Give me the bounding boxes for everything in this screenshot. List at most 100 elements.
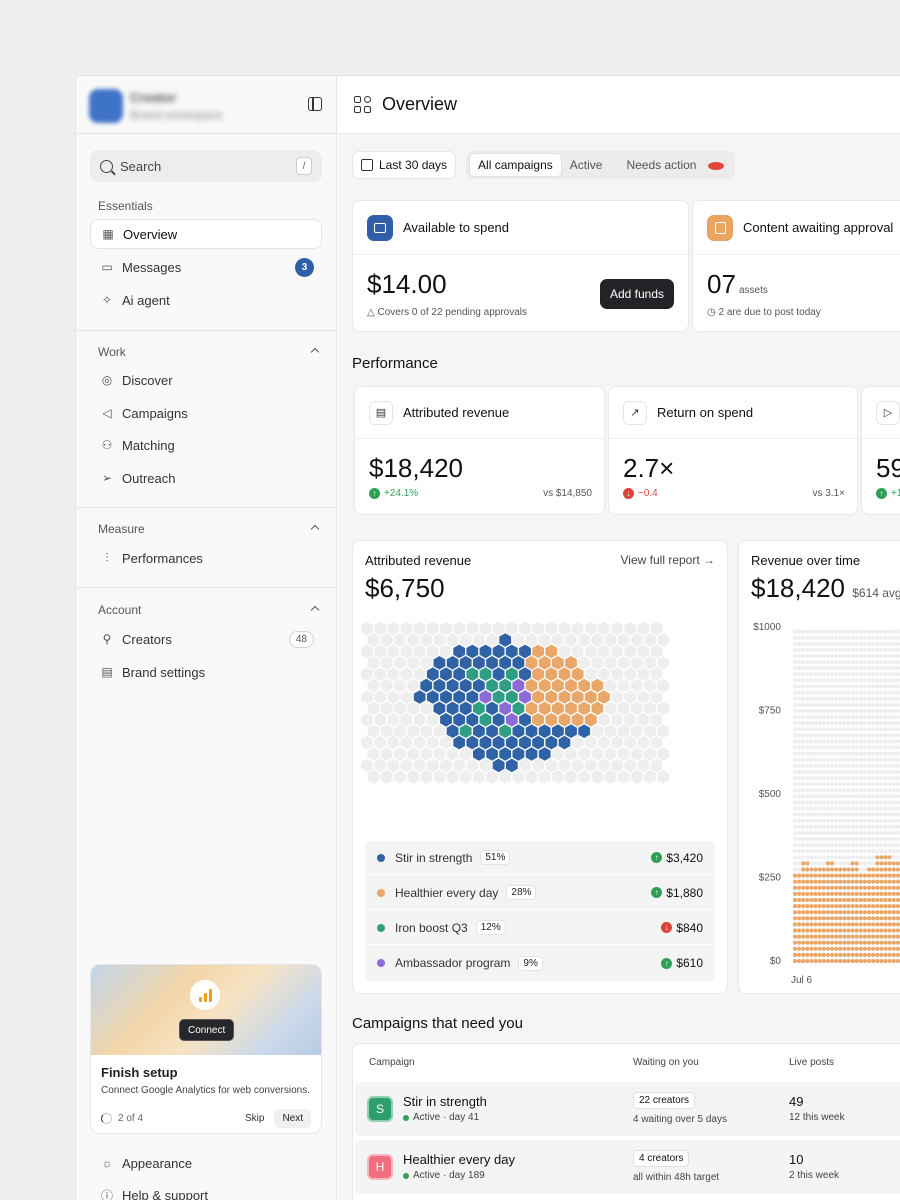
hex-cell xyxy=(565,678,577,693)
sidebar-item-appearance[interactable]: ☼ Appearance xyxy=(90,1148,322,1178)
hex-cell xyxy=(473,747,485,761)
campaign-amount-text: $840 xyxy=(676,920,703,935)
hex-cell xyxy=(374,758,387,773)
live-posts: 10 xyxy=(789,1152,804,1167)
hex-cell xyxy=(657,678,670,693)
sidebar-item-ai-agent[interactable]: ✧ Ai agent xyxy=(90,285,322,315)
brand-header[interactable]: Creator Brand workspace xyxy=(76,76,336,134)
tab-active[interactable]: Active xyxy=(569,158,603,172)
hex-cell xyxy=(519,735,531,750)
sidebar-toggle-icon[interactable] xyxy=(308,97,322,111)
perf-delta: ↑ +1 xyxy=(876,488,900,499)
hex-cell xyxy=(466,735,479,750)
arrow-up-icon: ↑ xyxy=(661,957,673,969)
revenue-amount: $18,420 $614 avg/d xyxy=(751,573,900,604)
hex-cell xyxy=(578,656,591,670)
section-essentials: Essentials xyxy=(98,199,153,213)
hex-cell xyxy=(380,724,393,738)
breakdown-row[interactable]: Ambassador program 9% ↑ $610 xyxy=(365,946,715,980)
sidebar-item-matching[interactable]: ⚇ Matching xyxy=(90,430,322,460)
live-posts: 49 xyxy=(789,1094,804,1109)
sidebar-item-creators[interactable]: ⚲ Creators 48 xyxy=(90,624,322,654)
hex-cell xyxy=(631,770,643,784)
hex-cell xyxy=(459,701,472,716)
bars-icon: ⫶ xyxy=(105,550,109,565)
hex-cell xyxy=(466,690,479,704)
campaign-name: Stir in strength xyxy=(395,850,473,865)
breakdown-row[interactable]: Healthier every day 28% ↑ $1,880 xyxy=(365,876,715,910)
brand-subtitle: Brand workspace xyxy=(130,108,223,122)
hex-cell xyxy=(525,724,538,738)
tab-needs-action[interactable]: Needs action xyxy=(610,154,732,176)
hex-cell xyxy=(631,701,643,716)
perf-card-return-on-spend[interactable]: ↗ Return on spend 2.7× ↓ −0.4 vs 3.1× xyxy=(608,386,858,515)
hex-cell xyxy=(512,678,525,693)
hex-cell xyxy=(657,724,670,738)
hex-cell xyxy=(650,644,663,659)
hex-cell xyxy=(492,690,505,704)
hex-cell xyxy=(367,678,380,693)
compass-icon: ◎ xyxy=(101,373,113,387)
date-range-button[interactable]: Last 30 days xyxy=(352,151,457,179)
connect-button[interactable]: Connect xyxy=(179,1019,235,1041)
table-row[interactable]: S Stir in strength Active · day 41 22 cr… xyxy=(355,1082,900,1136)
hex-cell xyxy=(552,633,564,647)
hex-cell xyxy=(413,667,426,681)
page-title: Overview xyxy=(382,94,458,114)
hex-cell xyxy=(407,701,419,716)
chevron-up-icon[interactable] xyxy=(310,347,320,357)
hex-cell xyxy=(407,656,419,670)
hex-cell xyxy=(644,724,656,738)
search-input[interactable]: Search / xyxy=(90,150,322,182)
hex-cell xyxy=(380,747,393,761)
sidebar-item-discover[interactable]: ◎ Discover xyxy=(90,365,322,395)
perf-card-attributed-revenue[interactable]: ▤ Attributed revenue $18,420 ↑ +24.1% vs … xyxy=(354,386,605,515)
chevron-up-icon[interactable] xyxy=(310,605,320,615)
tab-all-campaigns[interactable]: All campaigns xyxy=(469,153,562,177)
hex-cell xyxy=(578,701,591,716)
hex-cell xyxy=(466,667,479,681)
hex-cell xyxy=(571,667,584,681)
hex-cell xyxy=(565,747,577,761)
hex-cell xyxy=(453,735,465,750)
breakdown-row[interactable]: Stir in strength 51% ↑ $3,420 xyxy=(365,841,715,875)
hex-cell xyxy=(591,701,604,716)
view-full-report-link[interactable]: View full report → xyxy=(620,553,715,567)
table-header: Campaign Waiting on you Live posts xyxy=(353,1044,900,1080)
hex-cell xyxy=(552,701,564,716)
sidebar-item-help[interactable]: ⓘ Help & support xyxy=(90,1180,322,1200)
skip-button[interactable]: Skip xyxy=(244,1112,265,1124)
hex-cell xyxy=(624,758,637,773)
sidebar-item-label: Outreach xyxy=(122,470,176,486)
hex-cell xyxy=(361,713,373,727)
sidebar-item-outreach[interactable]: ➢ Outreach xyxy=(90,463,322,493)
hex-cell xyxy=(505,667,518,681)
sidebar-item-messages[interactable]: ▭ Messages 3 xyxy=(90,252,322,282)
bar-column xyxy=(842,629,851,964)
sidebar: Creator Brand workspace Search / Essenti… xyxy=(76,76,337,1200)
add-funds-button[interactable]: Add funds xyxy=(599,279,674,309)
breakdown-row[interactable]: Iron boost Q3 12% ↓ $840 xyxy=(365,911,715,945)
perf-card-third[interactable]: ▷ 59 ↑ +1 xyxy=(861,386,900,515)
hex-cell xyxy=(565,701,577,716)
hex-cell xyxy=(644,747,656,761)
table-row[interactable]: H Healthier every day Active · day 189 4… xyxy=(355,1140,900,1194)
content-approval-card[interactable]: Content awaiting approval 07 assets ◷ 2 … xyxy=(692,200,900,332)
chevron-up-icon[interactable] xyxy=(310,524,320,534)
next-button[interactable]: Next xyxy=(274,1108,311,1128)
hex-cell xyxy=(591,770,604,784)
sidebar-item-campaigns[interactable]: ◁ Campaigns xyxy=(90,398,322,428)
hex-cell xyxy=(617,656,630,670)
sidebar-item-brand-settings[interactable]: ▤ Brand settings xyxy=(90,657,322,687)
hex-cell xyxy=(499,656,512,670)
hex-cell xyxy=(604,724,617,738)
campaign-name: Iron boost Q3 xyxy=(395,920,468,935)
sidebar-item-performances[interactable]: ⫶ Performances xyxy=(90,543,322,573)
hex-cell xyxy=(617,701,630,716)
hex-cell xyxy=(519,644,531,659)
campaign-share: 12% xyxy=(475,920,506,935)
hex-cell xyxy=(407,633,419,647)
campaign-status-text: Active · day 41 xyxy=(413,1112,480,1123)
sidebar-item-overview[interactable]: ▦ Overview xyxy=(90,219,322,249)
hex-cell xyxy=(578,633,591,647)
